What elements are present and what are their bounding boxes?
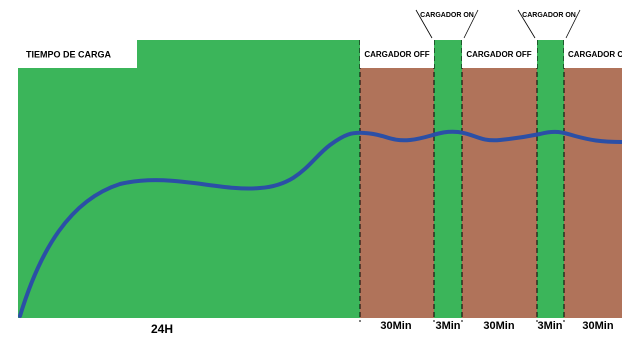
phase-label: CARGADOR ON xyxy=(420,12,474,19)
off-area xyxy=(462,40,537,318)
phase-label: CARGADOR ON xyxy=(522,12,576,19)
duration: 30Min xyxy=(483,320,514,332)
duration: 3Min xyxy=(435,320,460,332)
duration: 30Min xyxy=(582,320,613,332)
title: TIEMPO DE CARGA xyxy=(26,49,112,59)
phase-label: CARGADOR OFF xyxy=(364,50,429,59)
label-box xyxy=(564,40,622,68)
on-pointers xyxy=(415,9,581,39)
title-box xyxy=(18,40,137,68)
label-box xyxy=(462,40,537,68)
duration: 3Min xyxy=(537,320,562,332)
charge-curve xyxy=(18,129,622,318)
phase-label: CARGADOR OFF xyxy=(568,50,622,59)
label-box xyxy=(360,40,434,68)
dividers xyxy=(359,40,565,322)
duration: 24H xyxy=(151,322,173,336)
duration: 30Min xyxy=(380,320,411,332)
off-area xyxy=(360,40,434,318)
phase-label: CARGADOR OFF xyxy=(466,50,531,59)
off-area xyxy=(564,40,622,318)
